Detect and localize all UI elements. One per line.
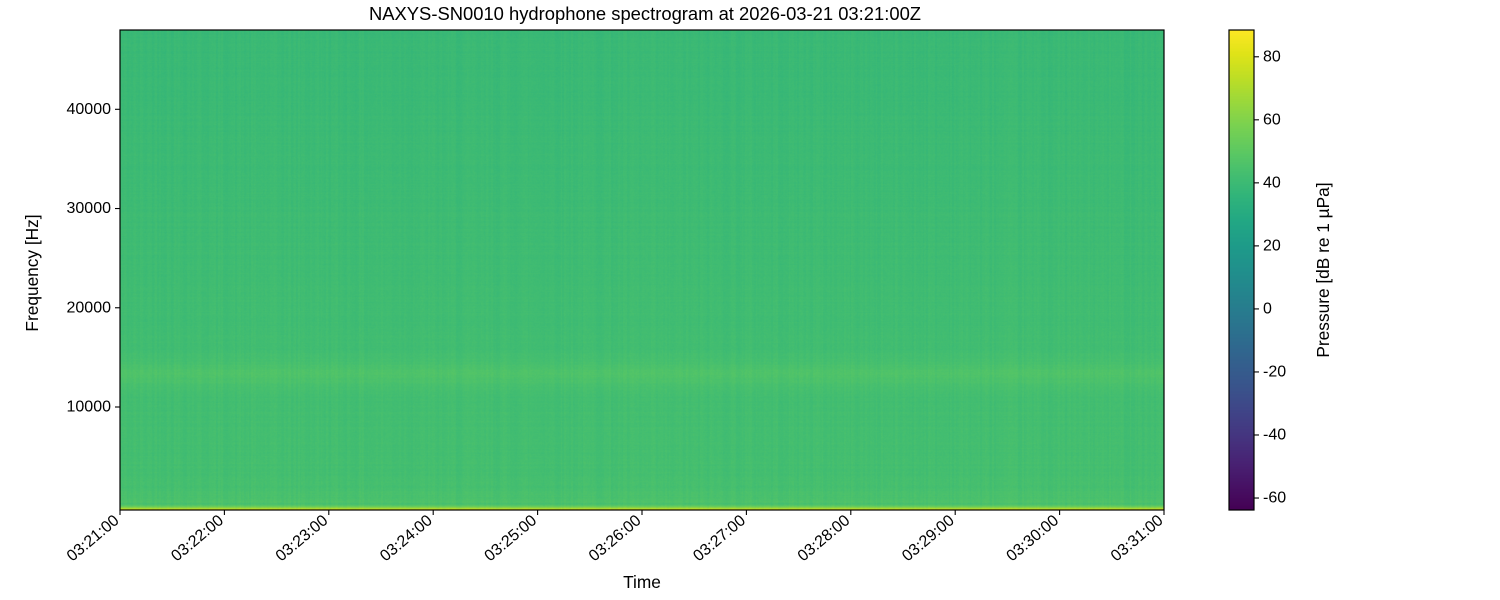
svg-text:03:21:00: 03:21:00 xyxy=(64,512,123,565)
svg-text:03:26:00: 03:26:00 xyxy=(586,512,645,565)
svg-text:03:29:00: 03:29:00 xyxy=(899,512,958,565)
svg-text:03:28:00: 03:28:00 xyxy=(795,512,854,565)
svg-text:Pressure [dB re 1 µPa]: Pressure [dB re 1 µPa] xyxy=(1313,182,1333,357)
svg-text:20000: 20000 xyxy=(67,299,112,316)
svg-text:0: 0 xyxy=(1263,300,1272,317)
svg-text:03:25:00: 03:25:00 xyxy=(482,512,541,565)
svg-text:NAXYS-SN0010 hydrophone spectr: NAXYS-SN0010 hydrophone spectrogram at 2… xyxy=(369,3,921,24)
svg-text:-60: -60 xyxy=(1263,490,1286,507)
svg-text:30000: 30000 xyxy=(67,200,112,217)
svg-text:03:24:00: 03:24:00 xyxy=(377,512,436,565)
svg-text:03:22:00: 03:22:00 xyxy=(168,512,227,565)
svg-text:Frequency [Hz]: Frequency [Hz] xyxy=(22,214,42,331)
svg-text:03:23:00: 03:23:00 xyxy=(273,512,332,565)
svg-text:80: 80 xyxy=(1263,48,1281,65)
svg-text:60: 60 xyxy=(1263,111,1281,128)
svg-text:03:31:00: 03:31:00 xyxy=(1108,512,1167,565)
svg-text:10000: 10000 xyxy=(67,399,112,416)
svg-text:-20: -20 xyxy=(1263,363,1286,380)
svg-text:Time: Time xyxy=(623,572,661,592)
svg-text:03:30:00: 03:30:00 xyxy=(1004,512,1063,565)
svg-text:-40: -40 xyxy=(1263,426,1286,443)
svg-text:03:27:00: 03:27:00 xyxy=(690,512,749,565)
svg-text:40000: 40000 xyxy=(67,101,112,118)
svg-text:40: 40 xyxy=(1263,174,1281,191)
svg-text:20: 20 xyxy=(1263,237,1281,254)
